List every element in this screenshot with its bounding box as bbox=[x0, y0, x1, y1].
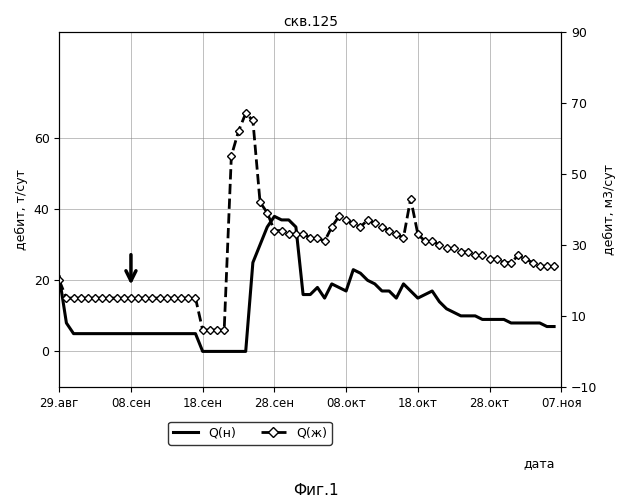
Title: скв.125: скв.125 bbox=[283, 15, 338, 29]
Text: дата: дата bbox=[524, 458, 555, 470]
Y-axis label: дебит, м3/сут: дебит, м3/сут bbox=[603, 164, 616, 255]
Text: Фиг.1: Фиг.1 bbox=[293, 483, 338, 498]
Legend: Q(н), Q(ж): Q(н), Q(ж) bbox=[168, 422, 332, 444]
Y-axis label: дебит, т/сут: дебит, т/сут bbox=[15, 169, 28, 250]
